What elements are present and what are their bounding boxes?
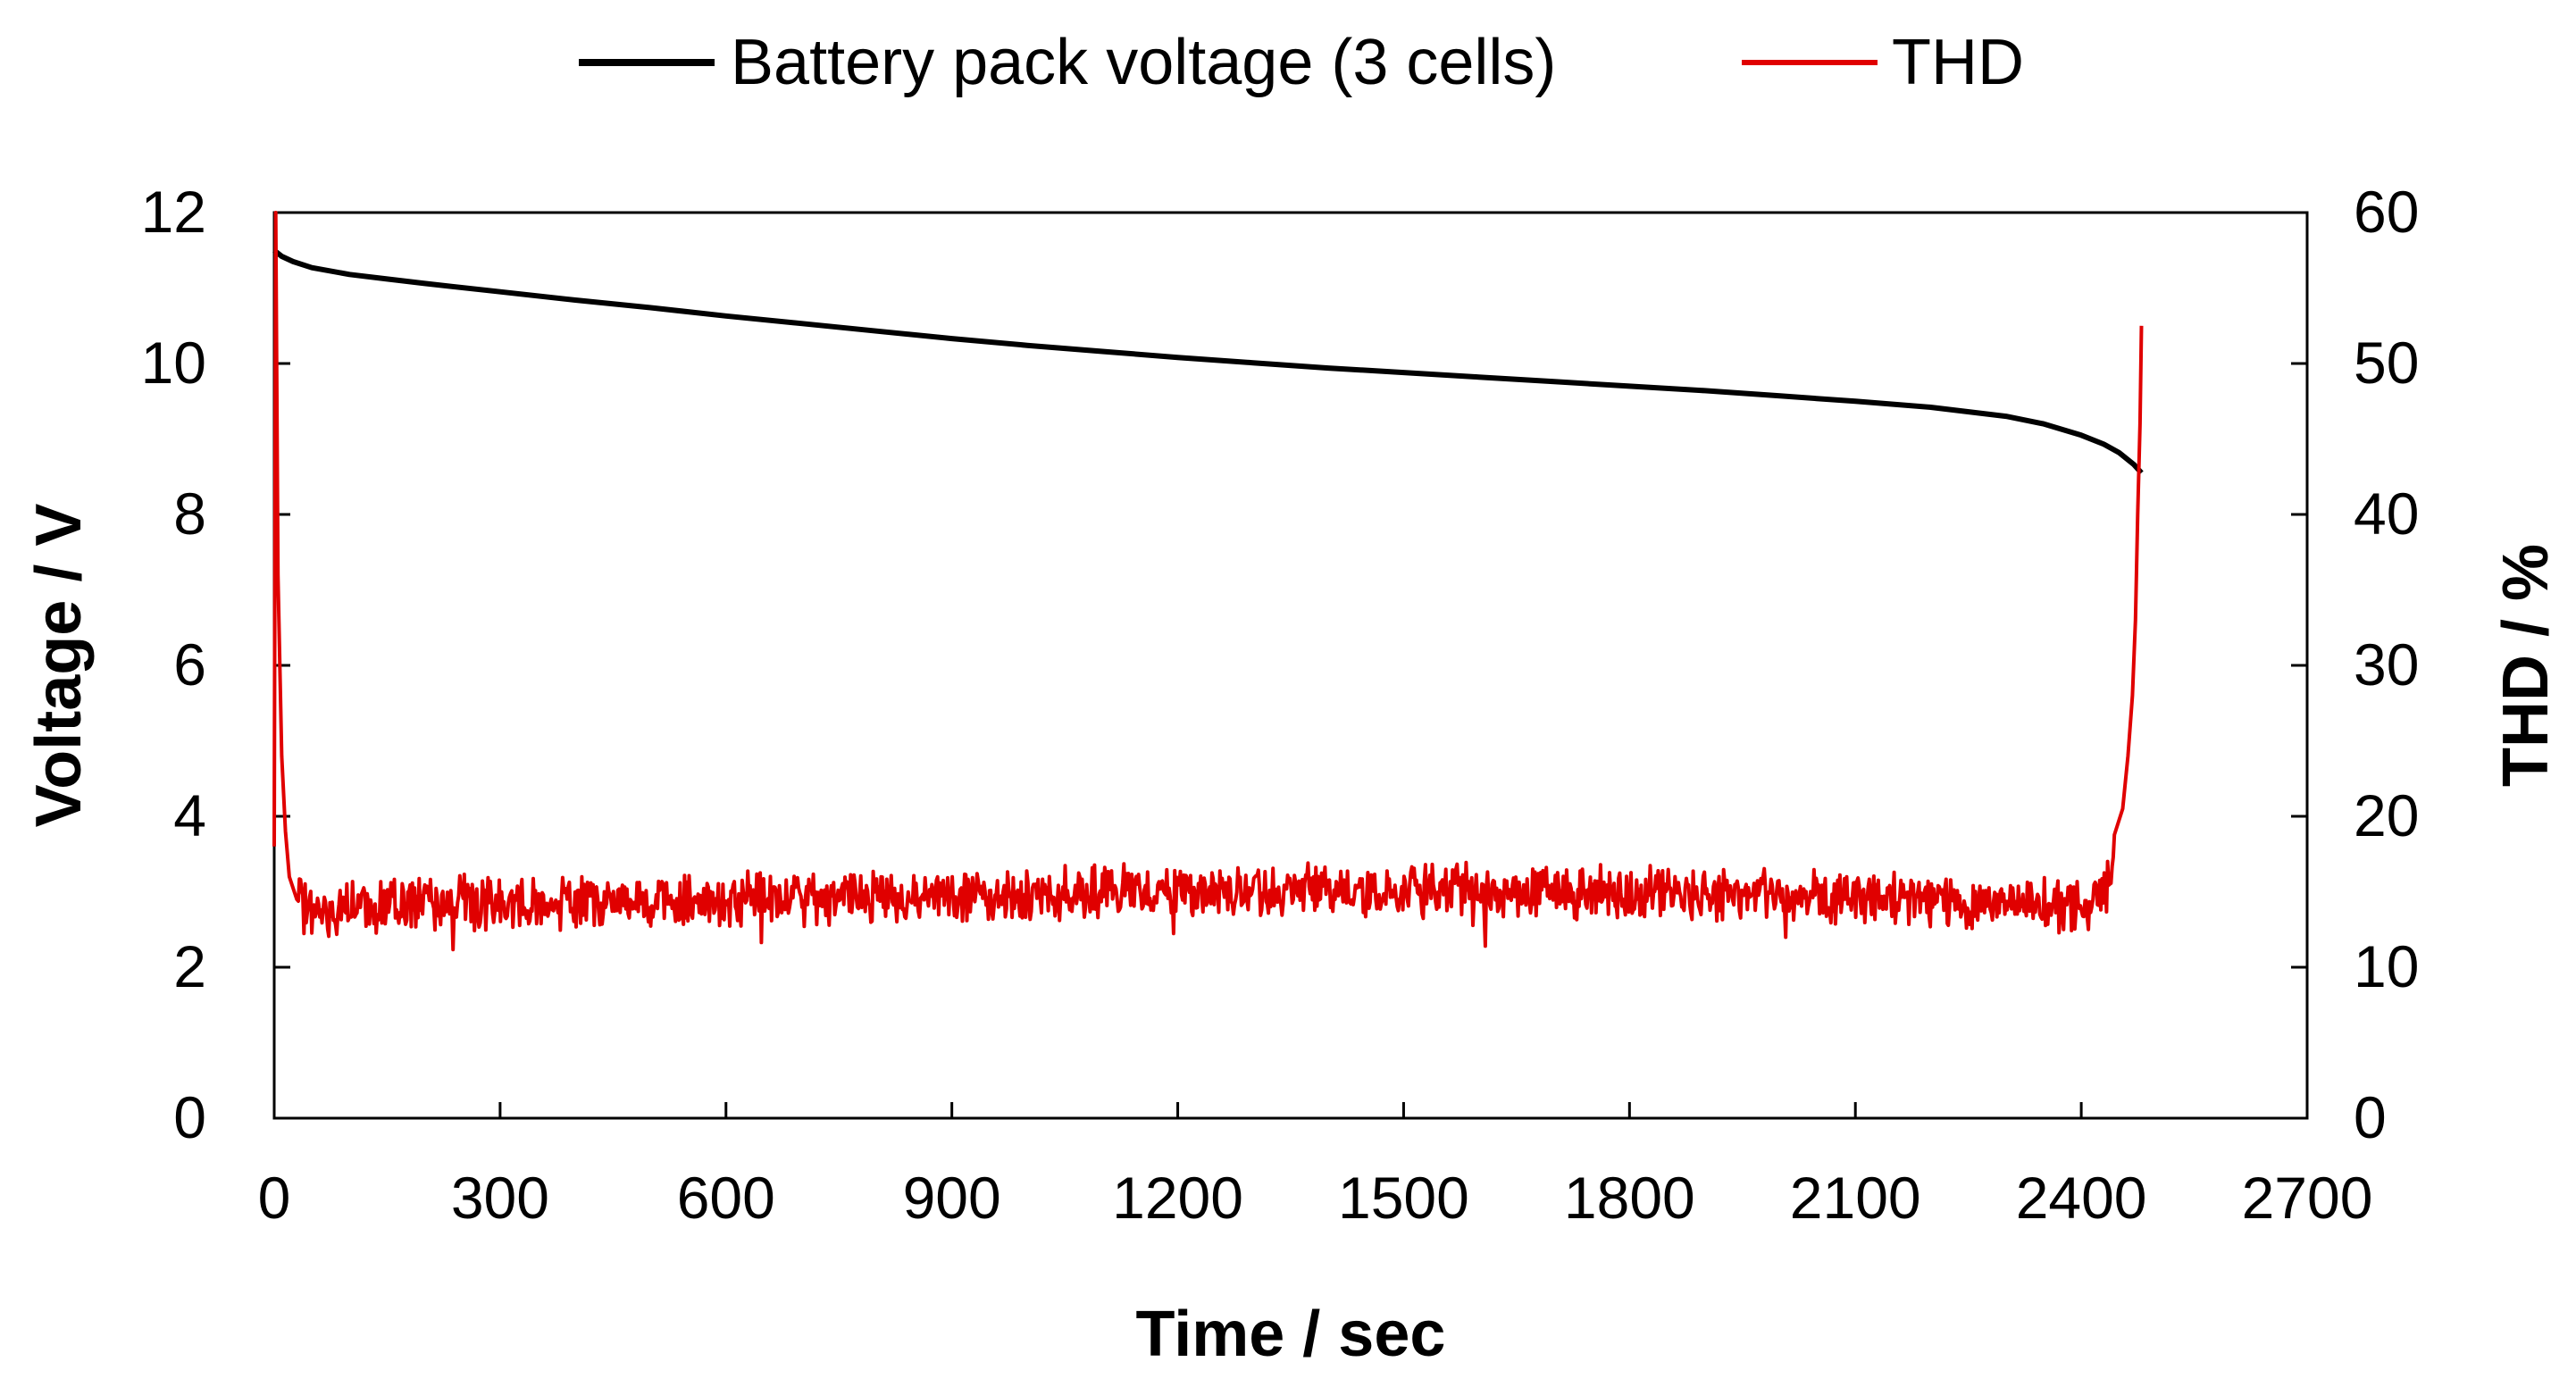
y2-tick-label: 0 xyxy=(2354,1084,2387,1150)
y-tick-label: 6 xyxy=(173,631,206,698)
x-tick-label: 2700 xyxy=(2242,1165,2373,1231)
legend-label-voltage: Battery pack voltage (3 cells) xyxy=(731,27,1556,98)
y-tick-label: 0 xyxy=(173,1084,206,1150)
y2-tick-label: 50 xyxy=(2354,330,2419,396)
y-axis-right: 0 10 20 30 40 50 60 xyxy=(2291,179,2419,1150)
series-line-voltage xyxy=(272,247,2144,475)
x-tick-label: 1500 xyxy=(1338,1165,1469,1231)
x-tick-label: 0 xyxy=(258,1165,291,1231)
y2-tick-label: 60 xyxy=(2354,179,2419,245)
series-lines xyxy=(272,211,2144,952)
y2-axis-title: THD / % xyxy=(2490,544,2562,787)
x-tick-label: 900 xyxy=(903,1165,1001,1231)
y-tick-label: 10 xyxy=(141,330,206,396)
y-tick-label: 4 xyxy=(173,782,206,848)
y2-tick-label: 30 xyxy=(2354,631,2419,698)
y-tick-label: 12 xyxy=(141,179,206,245)
y-axis-title: Voltage / V xyxy=(23,504,95,828)
plot-area xyxy=(272,211,2309,1120)
x-tick-label: 1800 xyxy=(1564,1165,1695,1231)
series-line-thd xyxy=(272,211,2144,952)
x-tick-label: 300 xyxy=(451,1165,549,1231)
legend-label-thd: THD xyxy=(1892,27,2024,98)
y2-tick-label: 20 xyxy=(2354,782,2419,848)
x-axis: 0 300 600 900 1200 1500 1800 2100 2400 2700 xyxy=(258,1102,2373,1231)
y2-tick-label: 40 xyxy=(2354,480,2419,547)
legend: Battery pack voltage (3 cells) THD xyxy=(579,27,2024,98)
x-tick-label: 1200 xyxy=(1112,1165,1243,1231)
x-tick-label: 2400 xyxy=(2016,1165,2147,1231)
y2-tick-label: 10 xyxy=(2354,933,2419,999)
x-axis-title: Time / sec xyxy=(1136,1299,1446,1370)
x-tick-label: 2100 xyxy=(1790,1165,1921,1231)
y-axis-left: 0 2 4 6 8 10 12 xyxy=(141,179,290,1150)
y-tick-label: 2 xyxy=(173,933,206,999)
x-tick-label: 600 xyxy=(677,1165,775,1231)
y-tick-label: 8 xyxy=(173,480,206,547)
